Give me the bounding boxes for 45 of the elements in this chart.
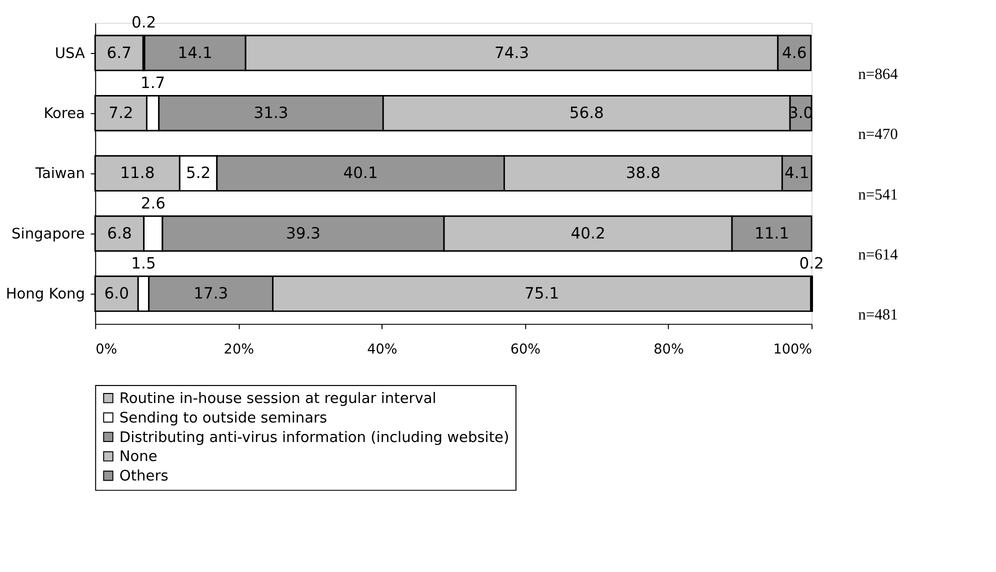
data-label: 5.2 xyxy=(186,164,211,182)
data-label: 7.2 xyxy=(108,104,134,122)
legend-label: Sending to outside seminars xyxy=(119,409,328,426)
y-tick-label: Hong Kong xyxy=(6,286,85,303)
data-label: 31.3 xyxy=(254,104,288,122)
data-label: 4.6 xyxy=(782,44,807,62)
data-label: 14.1 xyxy=(178,44,212,62)
x-tick-label: 0% xyxy=(96,341,118,358)
data-label: 40.2 xyxy=(570,224,606,242)
data-label: 0.2 xyxy=(132,14,156,32)
data-label: 11.8 xyxy=(120,164,155,182)
data-label: 0.2 xyxy=(799,254,824,272)
data-label: 4.1 xyxy=(784,164,810,182)
data-label: 6.0 xyxy=(104,284,129,303)
text: n=614 xyxy=(858,246,898,264)
x-tick-label: 40% xyxy=(367,341,398,358)
data-label: 40.1 xyxy=(343,164,378,182)
data-label: 1.7 xyxy=(140,74,166,92)
legend-label: None xyxy=(119,448,158,466)
x-tick-label: 80% xyxy=(654,341,684,358)
data-label: 56.8 xyxy=(569,104,604,122)
y-tick-label: USA xyxy=(54,44,85,62)
data-label: 2.6 xyxy=(140,194,166,212)
legend-label: Routine in-house session at regular interval xyxy=(119,390,436,407)
y-tick-label: Korea xyxy=(44,105,85,122)
text: n=481 xyxy=(858,306,898,324)
x-tick-label: 60% xyxy=(510,341,541,358)
data-label: 74.3 xyxy=(494,44,530,62)
x-tick-label: 100% xyxy=(773,341,812,358)
data-label: 11.1 xyxy=(754,224,790,242)
text: n=864 xyxy=(858,66,898,83)
data-label: 6.8 xyxy=(107,224,132,242)
x-tick-label: 20% xyxy=(224,341,254,358)
data-label: 17.3 xyxy=(194,284,228,303)
data-label: 39.3 xyxy=(286,224,321,242)
legend-label: Distributing anti-virus information (including website) xyxy=(119,428,510,446)
data-label: 75.1 xyxy=(524,284,560,303)
text: n=541 xyxy=(858,186,898,204)
y-tick-label: Taiwan xyxy=(34,165,85,182)
legend-label: Others xyxy=(119,468,168,485)
y-tick-label: Singapore xyxy=(12,225,85,242)
data-label: 6.7 xyxy=(106,44,132,62)
data-label: 38.8 xyxy=(626,164,660,182)
data-label: 1.5 xyxy=(131,254,156,272)
text: n=470 xyxy=(858,126,898,144)
